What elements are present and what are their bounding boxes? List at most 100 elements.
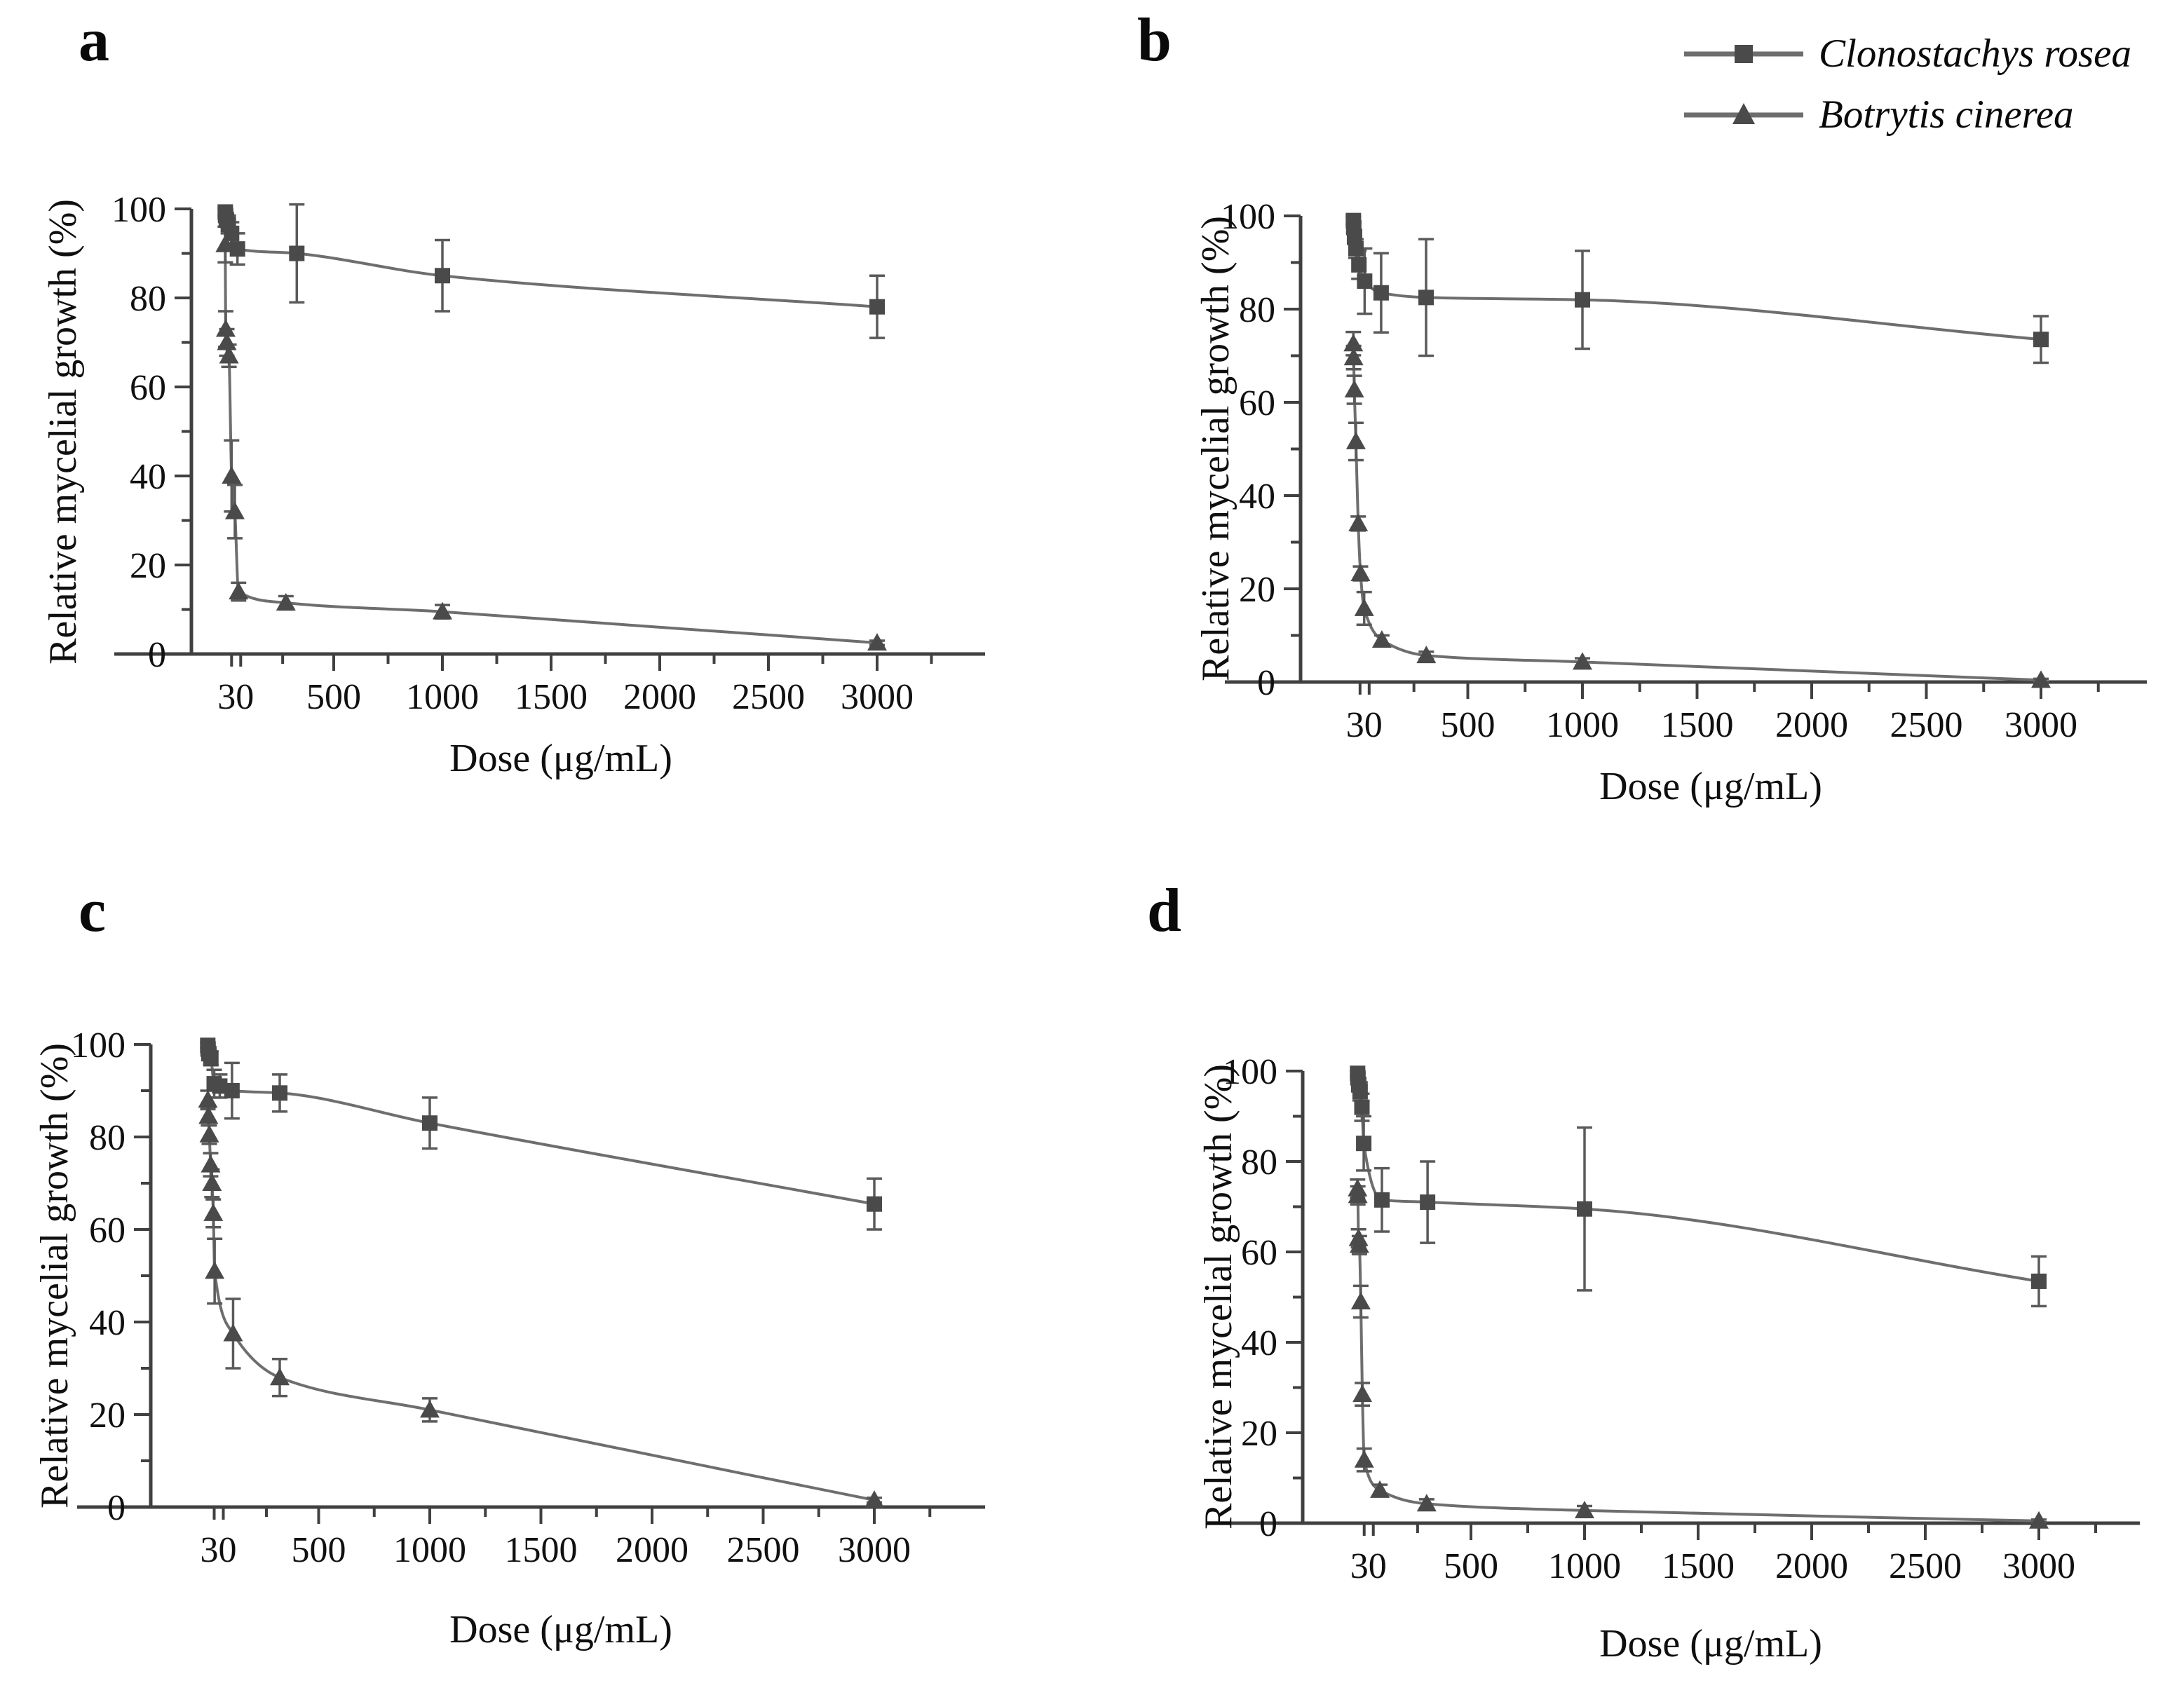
square-marker xyxy=(1346,229,1362,245)
triangle-marker xyxy=(1354,1450,1374,1468)
triangle-marker xyxy=(867,633,887,651)
triangle-marker xyxy=(202,1173,222,1191)
x-tick-label: 30 xyxy=(1350,1546,1387,1586)
square-marker xyxy=(2033,332,2049,348)
y-tick-label: 80 xyxy=(1241,1143,1277,1183)
y-tick-label: 20 xyxy=(1239,570,1275,610)
y-tick-label: 60 xyxy=(1239,383,1275,423)
panel-c-plot: 30 500 1000 1500 2000 2500 3000 0 20 40 60 80 100 xyxy=(71,1026,985,1570)
triangle-marker xyxy=(224,501,245,519)
y-tick-label: 20 xyxy=(89,1396,126,1436)
square-marker xyxy=(1418,289,1434,306)
panel-letter-b: b xyxy=(1137,6,1172,74)
triangle-marker xyxy=(1350,564,1371,582)
square-marker xyxy=(1351,257,1367,273)
legend-label-clonostachys-rosea: Clonostachys rosea xyxy=(1819,32,2131,76)
triangle-marker xyxy=(201,1154,221,1173)
triangle-marker xyxy=(199,1124,219,1143)
square-marker xyxy=(867,1196,882,1212)
triangle-marker xyxy=(2029,1511,2049,1529)
y-tick-label: 40 xyxy=(1239,477,1275,517)
square-marker xyxy=(272,1085,288,1101)
square-marker xyxy=(224,1083,240,1098)
square-series-curve xyxy=(224,212,878,308)
triangle-marker xyxy=(1573,652,1592,670)
x-tick-label: 2000 xyxy=(616,1530,689,1570)
triangle-marker xyxy=(270,1368,290,1386)
x-axis-title-b: Dose (μg/mL) xyxy=(1599,765,1822,808)
triangle-marker xyxy=(420,1400,440,1418)
square-marker xyxy=(224,225,240,241)
x-tick-label: 1000 xyxy=(1546,705,1619,745)
panel-a-plot: 30 500 1000 1500 2000 2500 3000 0 20 40 60 80 100 xyxy=(111,190,985,717)
triangle-marker xyxy=(1345,431,1366,449)
square-series-swatch-icon xyxy=(1684,44,1803,63)
y-tick-label: 40 xyxy=(89,1303,126,1343)
triangle-marker xyxy=(1354,598,1374,616)
y-tick-label: 100 xyxy=(71,1026,126,1065)
x-tick-label: 30 xyxy=(1346,705,1383,745)
y-tick-label: 40 xyxy=(1241,1323,1277,1363)
square-series-curve xyxy=(1356,1073,2040,1283)
legend-item-clonostachys-rosea: Clonostachys rosea xyxy=(1681,31,2131,76)
triangle-marker xyxy=(1371,630,1392,648)
square-marker xyxy=(1575,292,1590,308)
triangle-series-curve xyxy=(224,244,878,645)
triangle-marker xyxy=(205,1261,225,1279)
triangle-marker xyxy=(1370,1480,1390,1498)
y-axis-title-c: Relative mycelial growth (%) xyxy=(33,1043,76,1508)
triangle-marker xyxy=(1352,1384,1373,1403)
square-marker xyxy=(1374,1192,1390,1208)
y-tick-label: 80 xyxy=(89,1118,126,1158)
y-tick-label: 100 xyxy=(111,190,166,230)
panel-letter-a: a xyxy=(79,6,109,74)
y-tick-label: 60 xyxy=(130,368,166,408)
triangle-marker xyxy=(433,601,452,620)
y-axis-title-b: Relative mycelial growth (%) xyxy=(1194,216,1237,681)
triangle-marker xyxy=(1416,1494,1437,1512)
y-tick-label: 0 xyxy=(148,635,166,675)
square-marker xyxy=(229,241,245,257)
x-tick-label: 1000 xyxy=(393,1530,466,1570)
triangle-marker xyxy=(198,1090,218,1108)
y-tick-label: 100 xyxy=(1223,1052,1277,1092)
x-tick-label: 1500 xyxy=(1661,705,1734,745)
x-tick-label: 3000 xyxy=(838,1530,911,1570)
triangle-series-swatch-icon xyxy=(1684,102,1803,124)
x-tick-label: 1500 xyxy=(1662,1546,1735,1586)
y-tick-label: 80 xyxy=(1239,290,1275,330)
x-tick-label: 1500 xyxy=(505,1530,578,1570)
triangle-marker xyxy=(217,332,237,350)
triangle-marker xyxy=(1348,1185,1368,1204)
x-axis-title-a: Dose (μg/mL) xyxy=(449,737,672,780)
triangle-marker xyxy=(215,319,236,337)
y-tick-label: 0 xyxy=(107,1488,126,1528)
y-axis-title-a: Relative mycelial growth (%) xyxy=(41,199,85,665)
y-tick-label: 60 xyxy=(89,1211,126,1251)
y-tick-label: 60 xyxy=(1241,1233,1277,1273)
square-marker xyxy=(1348,240,1364,257)
square-marker xyxy=(1356,1136,1372,1152)
y-axis-title-d: Relative mycelial growth (%) xyxy=(1197,1064,1240,1529)
triangle-marker xyxy=(1416,646,1437,664)
square-marker xyxy=(1352,1084,1368,1100)
triangle-marker xyxy=(219,346,239,364)
square-marker xyxy=(435,268,450,284)
x-tick-label: 1000 xyxy=(1548,1546,1621,1586)
x-tick-label: 500 xyxy=(1441,705,1495,745)
legend-label-botrytis-cinerea: Botrytis cinerea xyxy=(1819,93,2074,137)
y-tick-label: 40 xyxy=(130,457,166,497)
triangle-marker xyxy=(1349,1235,1369,1253)
triangle-series-curve xyxy=(206,1100,875,1502)
triangle-marker xyxy=(276,592,296,611)
triangle-marker xyxy=(222,466,242,484)
x-tick-label: 3000 xyxy=(2005,705,2077,745)
x-axis-title-c: Dose (μg/mL) xyxy=(449,1608,672,1651)
triangle-marker xyxy=(229,582,249,600)
square-marker xyxy=(1354,1099,1370,1115)
square-marker xyxy=(1373,285,1389,301)
x-tick-label: 30 xyxy=(201,1530,237,1570)
square-marker xyxy=(422,1115,438,1131)
y-tick-label: 0 xyxy=(1257,663,1275,703)
